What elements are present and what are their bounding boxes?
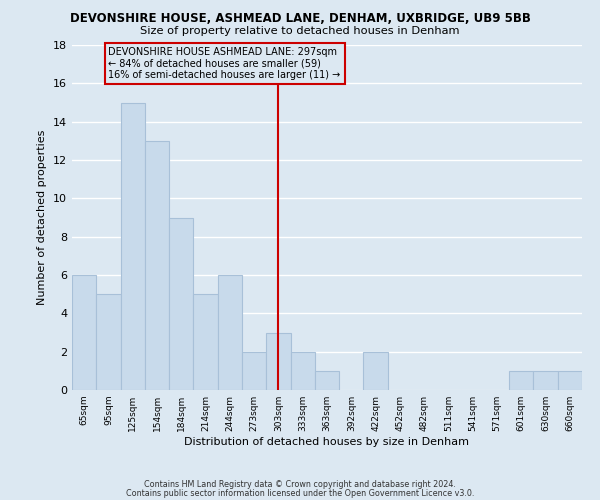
Bar — [96, 294, 121, 390]
X-axis label: Distribution of detached houses by size in Denham: Distribution of detached houses by size … — [185, 437, 470, 447]
Bar — [509, 371, 533, 390]
Bar — [121, 102, 145, 390]
Text: Contains HM Land Registry data © Crown copyright and database right 2024.: Contains HM Land Registry data © Crown c… — [144, 480, 456, 489]
Text: Size of property relative to detached houses in Denham: Size of property relative to detached ho… — [140, 26, 460, 36]
Bar — [364, 352, 388, 390]
Bar — [266, 332, 290, 390]
Bar — [558, 371, 582, 390]
Text: DEVONSHIRE HOUSE ASHMEAD LANE: 297sqm
← 84% of detached houses are smaller (59)
: DEVONSHIRE HOUSE ASHMEAD LANE: 297sqm ← … — [109, 47, 341, 80]
Bar — [169, 218, 193, 390]
Y-axis label: Number of detached properties: Number of detached properties — [37, 130, 47, 305]
Bar — [290, 352, 315, 390]
Bar — [533, 371, 558, 390]
Bar — [242, 352, 266, 390]
Bar — [72, 275, 96, 390]
Bar — [218, 275, 242, 390]
Bar — [315, 371, 339, 390]
Text: DEVONSHIRE HOUSE, ASHMEAD LANE, DENHAM, UXBRIDGE, UB9 5BB: DEVONSHIRE HOUSE, ASHMEAD LANE, DENHAM, … — [70, 12, 530, 26]
Bar — [145, 141, 169, 390]
Bar — [193, 294, 218, 390]
Text: Contains public sector information licensed under the Open Government Licence v3: Contains public sector information licen… — [126, 489, 474, 498]
